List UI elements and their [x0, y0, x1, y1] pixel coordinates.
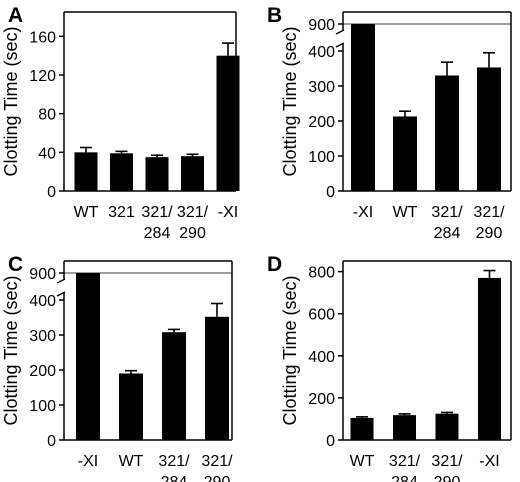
panel-b-ytick-label-5: 900: [308, 17, 335, 34]
panel-a-bar-3: [181, 156, 204, 191]
panel-c-ytick-label-4: 400: [29, 293, 56, 310]
panel-b-ylabel: Clotting Time (sec): [280, 26, 300, 176]
panel-c-xtick-label-0: -XI: [78, 453, 98, 470]
panel-b-xtick-label-3: 290: [476, 225, 503, 242]
panel-a-ylabel: Clotting Time (sec): [1, 26, 21, 176]
panel-d-xtick-label-1: 284: [391, 474, 418, 482]
panel-c-letter: C: [8, 253, 23, 276]
panel-b-break-mark-lower: [335, 42, 345, 48]
panel-d-bar-0: [350, 417, 374, 440]
panel-c-bar-3: [205, 316, 229, 440]
panel-c-xtick-label-1: WT: [119, 453, 144, 470]
panel-c-ytick-label-2: 200: [29, 363, 56, 380]
panel-c-ytick-label-1: 100: [29, 398, 56, 415]
panel-d-xtick-label-1: 321/: [389, 453, 421, 470]
panel-c-xtick-label-3: 290: [204, 474, 231, 482]
panel-d-ytick-label-0: 0: [326, 433, 335, 450]
panel-c-break-mark-upper: [56, 278, 66, 284]
panel-d-bar-3: [478, 277, 501, 440]
panel-a-bar-1: [110, 153, 133, 191]
panel-c-ytick-label-5: 900: [29, 266, 56, 283]
panel-a-bar-4: [216, 55, 240, 191]
panel-d-xtick-label-0: WT: [350, 453, 375, 470]
panel-a-ytick-label-0: 0: [47, 184, 56, 201]
panel-b-bar-1: [393, 116, 417, 191]
panel-c-ylabel: Clotting Time (sec): [1, 275, 21, 425]
panel-c-ytick-label-3: 300: [29, 328, 56, 345]
panel-a-xtick-label-3: 290: [179, 225, 206, 242]
panel-d-letter: D: [267, 253, 282, 276]
panel-d-ylabel: Clotting Time (sec): [280, 275, 300, 425]
panel-c-bar-2: [162, 332, 186, 440]
panel-b-ytick-label-2: 200: [308, 114, 335, 131]
panel-a-xtick-label-4: -XI: [218, 204, 238, 221]
panel-b-xtick-label-1: WT: [393, 204, 418, 221]
panel-b-ytick-label-3: 300: [308, 79, 335, 96]
panel-c-xtick-label-2: 321/: [158, 453, 190, 470]
panel-a-ytick-label-1: 40: [38, 145, 56, 162]
panel-b-bar-2: [435, 75, 459, 191]
panel-a-bar-2: [145, 157, 169, 191]
panel-a-xtick-label-1: 321: [108, 204, 135, 221]
panel-a-ytick-label-3: 120: [29, 68, 56, 85]
panel-c-ytick-label-0: 0: [47, 433, 56, 450]
panel-b-xtick-label-2: 321/: [431, 204, 463, 221]
panel-a-xtick-label-2: 321/: [141, 204, 173, 221]
panel-b-bar-0: [351, 24, 375, 191]
panel-d-bar-1: [393, 415, 416, 440]
panel-c-bar-1: [119, 373, 143, 440]
panel-d-xtick-label-2: 290: [434, 474, 461, 482]
panel-b-ytick-label-4: 400: [308, 44, 335, 61]
panel-a-ytick-label-2: 80: [38, 107, 56, 124]
panel-c-bar-0: [76, 273, 100, 440]
panel-b-ytick-label-1: 100: [308, 149, 335, 166]
panel-a-xtick-label-2: 284: [144, 225, 171, 242]
panel-b-break-mark-upper: [335, 29, 345, 35]
panel-b-bar-3: [477, 67, 501, 191]
panel-a-ytick-label-4: 160: [29, 29, 56, 46]
panel-a-letter: A: [8, 4, 23, 27]
panel-d-ytick-label-2: 400: [308, 349, 335, 366]
panel-b-xtick-label-2: 284: [434, 225, 461, 242]
panel-a-bar-0: [74, 152, 98, 191]
panel-c-xtick-label-2: 284: [161, 474, 188, 482]
panel-d-ytick-label-4: 800: [308, 265, 335, 282]
panel-d-bar-2: [435, 413, 459, 440]
panel-d-xtick-label-3: -XI: [479, 453, 499, 470]
panel-a-xtick-label-0: WT: [74, 204, 99, 221]
panel-b-ytick-label-0: 0: [326, 184, 335, 201]
panel-d-ytick-label-1: 200: [308, 391, 335, 408]
panel-b-letter: B: [267, 4, 282, 27]
panel-b-xtick-label-3: 321/: [473, 204, 505, 221]
panel-c-xtick-label-3: 321/: [201, 453, 233, 470]
panel-c-break-mark-lower: [56, 291, 66, 297]
panel-b-xtick-label-0: -XI: [353, 204, 373, 221]
panel-d-xtick-label-2: 321/: [431, 453, 463, 470]
panel-d-ytick-label-3: 600: [308, 307, 335, 324]
panel-a-xtick-label-3: 321/: [177, 204, 209, 221]
